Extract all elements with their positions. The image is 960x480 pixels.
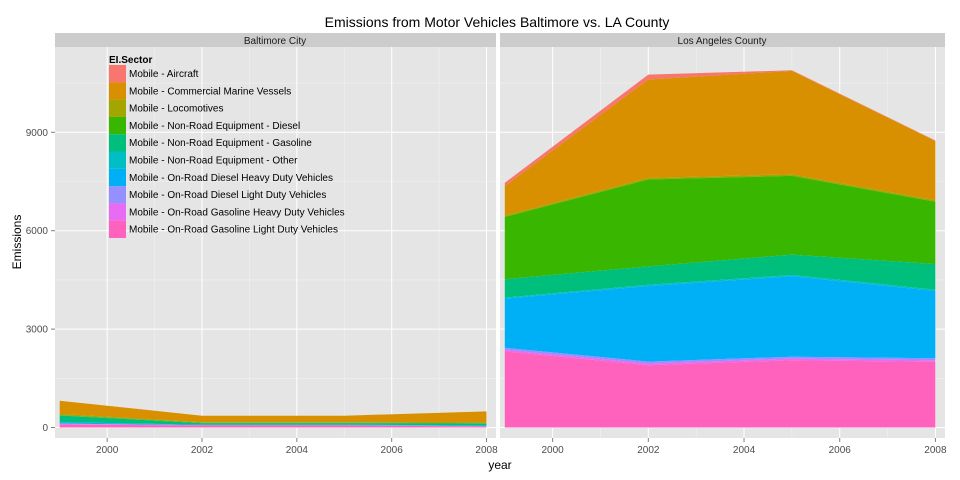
area-series <box>504 70 936 428</box>
grid-lines <box>55 47 496 438</box>
area-2 <box>504 70 936 216</box>
panel-baltimore: Baltimore City 2000 2002 2004 2006 2008 <box>55 33 498 456</box>
legend-swatch <box>109 220 126 238</box>
area-10 <box>59 424 487 428</box>
legend-label: Mobile - On-Road Gasoline Light Duty Veh… <box>129 225 338 236</box>
panel-los-angeles: Los Angeles County 2000 2002 2004 2006 2008 <box>500 33 947 456</box>
area-series <box>59 400 487 428</box>
panel-strip-label: Baltimore City <box>244 36 306 47</box>
x-ticks: 2000 2002 2004 2006 2008 <box>542 438 947 456</box>
panel-strip <box>500 33 945 47</box>
legend-label: Mobile - On-Road Gasoline Heavy Duty Veh… <box>129 207 345 218</box>
x-ticks: 2000 2002 2004 2006 2008 <box>96 438 498 456</box>
x-tick-label: 2000 <box>96 445 119 456</box>
legend-swatch <box>109 151 126 169</box>
legend-swatch <box>109 186 126 204</box>
x-tick-label: 2004 <box>733 445 756 456</box>
legend-swatch <box>109 203 126 221</box>
legend-swatch <box>109 168 126 187</box>
legend-label: Mobile - Commercial Marine Vessels <box>129 86 291 97</box>
x-tick-label: 2004 <box>286 445 309 456</box>
y-tick-label: 0 <box>42 423 48 434</box>
panel-strip <box>55 33 496 47</box>
x-tick-label: 2006 <box>381 445 404 456</box>
legend-label: Mobile - Locomotives <box>129 104 223 115</box>
legend-label: Mobile - Non-Road Equipment - Gasoline <box>129 138 312 149</box>
area-6 <box>59 422 487 426</box>
x-tick-label: 2000 <box>542 445 565 456</box>
legend-swatch <box>109 82 126 100</box>
area-4 <box>504 175 936 280</box>
panel-background <box>55 47 496 438</box>
x-tick-label: 2008 <box>475 445 498 456</box>
area-8 <box>504 347 936 364</box>
area-9 <box>504 349 936 366</box>
legend: EI.Sector Mobile - Aircraft Mobile - Comm… <box>109 55 345 238</box>
panel-strip-label: Los Angeles County <box>678 36 767 47</box>
legend-title: EI.Sector <box>109 55 152 66</box>
y-axis-title: Emissions <box>10 215 24 270</box>
chart-title: Emissions from Motor Vehicles Baltimore … <box>325 14 670 30</box>
y-tick-label: 6000 <box>26 226 49 237</box>
y-tick-label: 3000 <box>26 325 49 336</box>
x-tick-label: 2006 <box>829 445 852 456</box>
area-7 <box>59 422 487 427</box>
legend-swatch <box>109 65 126 83</box>
area-5 <box>59 415 487 426</box>
area-2 <box>59 400 487 423</box>
legend-label: Mobile - Aircraft <box>129 69 199 80</box>
area-7 <box>504 276 936 362</box>
x-tick-label: 2002 <box>191 445 214 456</box>
x-axis-title: year <box>488 458 511 472</box>
area-1 <box>59 400 487 416</box>
x-tick-label: 2002 <box>637 445 660 456</box>
legend-swatch <box>109 134 126 152</box>
legend-label: Mobile - Non-Road Equipment - Diesel <box>129 121 300 132</box>
legend-label: Mobile - On-Road Diesel Heavy Duty Vehic… <box>129 173 333 184</box>
y-axis: 0 3000 6000 9000 <box>26 128 55 434</box>
x-tick-label: 2008 <box>924 445 947 456</box>
legend-label: Mobile - On-Road Diesel Light Duty Vehic… <box>129 190 326 201</box>
legend-label: Mobile - Non-Road Equipment - Other <box>129 156 298 167</box>
y-tick-label: 9000 <box>26 128 49 139</box>
legend-swatch <box>109 99 126 117</box>
area-5 <box>504 254 936 298</box>
legend-swatch <box>109 116 126 135</box>
area-10 <box>504 351 936 428</box>
